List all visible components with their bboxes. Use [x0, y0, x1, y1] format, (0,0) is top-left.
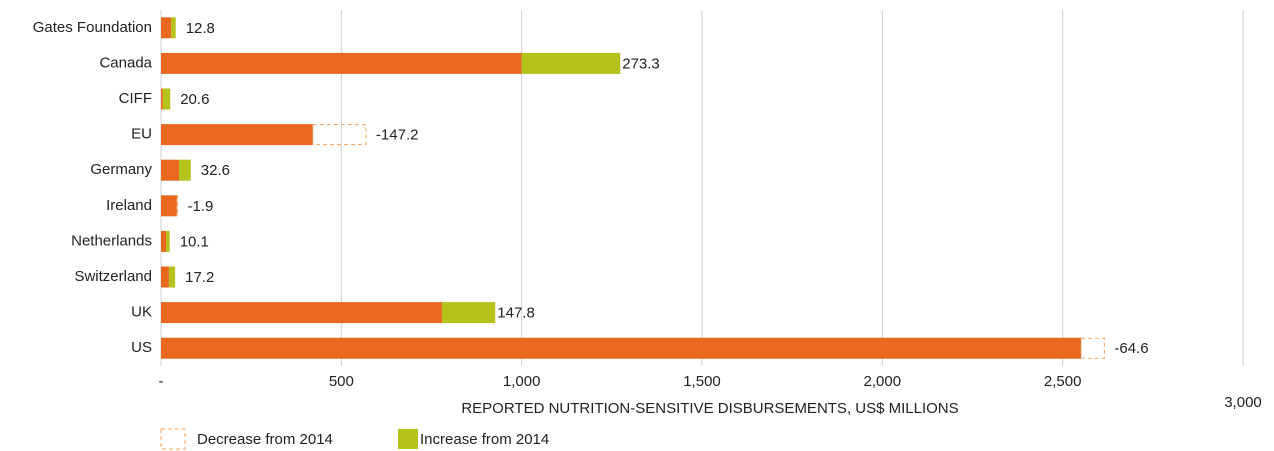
y-tick-label: Switzerland — [74, 268, 152, 285]
y-tick-label: Ireland — [106, 197, 152, 214]
bar — [161, 195, 177, 217]
bar-increase — [441, 302, 496, 324]
value-label: -147.2 — [376, 127, 419, 144]
y-tick-label: Netherlands — [71, 232, 152, 249]
legend-label: Decrease from 2014 — [197, 431, 333, 448]
legend-label: Increase from 2014 — [420, 431, 549, 448]
bar-increase — [179, 159, 191, 181]
y-tick-label: US — [131, 339, 152, 356]
bar — [161, 88, 163, 110]
bar — [161, 159, 180, 181]
bar — [161, 17, 172, 39]
bar-decrease — [1080, 337, 1105, 359]
bar — [161, 302, 442, 324]
bar-increase — [171, 17, 176, 39]
value-label: 273.3 — [622, 55, 660, 72]
bar-decrease — [176, 195, 179, 217]
y-tick-label: Germany — [90, 161, 152, 178]
y-tick-label: UK — [131, 304, 152, 321]
x-axis-title: REPORTED NUTRITION-SENSITIVE DISBURSEMEN… — [461, 400, 958, 417]
value-label: -1.9 — [188, 198, 214, 215]
bar-decrease — [312, 124, 367, 146]
value-label: 10.1 — [180, 233, 209, 250]
y-tick-label: Canada — [99, 54, 152, 71]
bar — [161, 52, 522, 74]
bar-increase — [521, 52, 621, 74]
x-tick-label: 1,500 — [683, 373, 721, 390]
bar-increase — [162, 88, 171, 110]
bar — [161, 266, 169, 288]
value-label: 17.2 — [185, 269, 214, 286]
y-tick-label: Gates Foundation — [33, 19, 152, 36]
x-tick-label: - — [159, 373, 164, 390]
bar — [161, 124, 313, 146]
value-label: 12.8 — [186, 20, 215, 37]
y-tick-label: EU — [131, 126, 152, 143]
legend-swatch — [398, 429, 418, 449]
bar — [161, 337, 1082, 359]
legend-swatch — [160, 428, 186, 450]
bar-increase — [166, 230, 170, 252]
x-tick-label: 3,000 — [1224, 394, 1262, 411]
x-tick-label: 1,000 — [503, 373, 541, 390]
value-label: -64.6 — [1114, 340, 1148, 357]
value-label: 147.8 — [497, 305, 535, 322]
x-tick-label: 500 — [329, 373, 354, 390]
x-tick-label: 2,500 — [1044, 373, 1082, 390]
bar — [161, 230, 167, 252]
value-label: 32.6 — [201, 162, 230, 179]
value-label: 20.6 — [180, 91, 209, 108]
y-tick-label: CIFF — [119, 90, 152, 107]
x-tick-label: 2,000 — [864, 373, 902, 390]
bar-increase — [168, 266, 176, 288]
